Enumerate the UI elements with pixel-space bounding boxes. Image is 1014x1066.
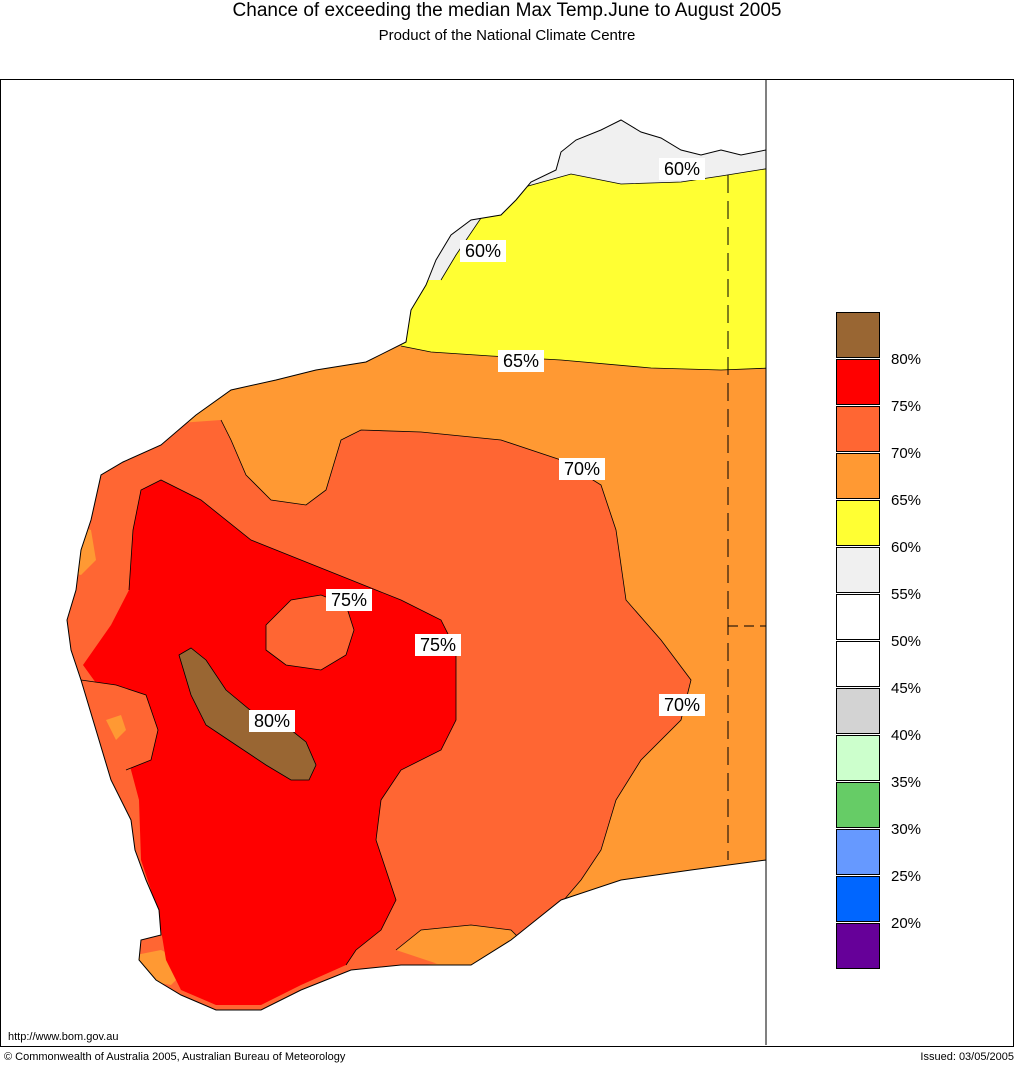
legend-swatch xyxy=(836,406,880,452)
legend-label: 75% xyxy=(891,398,922,415)
contour-label-group: 60% 60% 65% 70% 70% 75% 75% 80% xyxy=(249,158,705,732)
legend-swatch xyxy=(836,594,880,640)
copyright-notice: © Commonwealth of Australia 2005, Austra… xyxy=(4,1051,346,1063)
issued-date: Issued: 03/05/2005 xyxy=(920,1051,1014,1063)
band-70-75-island xyxy=(266,595,354,670)
contour-label-60-north: 60% xyxy=(659,158,705,180)
legend-swatch xyxy=(836,312,880,358)
legend-label: 25% xyxy=(891,868,922,885)
legend-swatch xyxy=(836,782,880,828)
legend-label: 60% xyxy=(891,539,922,556)
legend-swatch xyxy=(836,735,880,781)
legend-swatch xyxy=(836,876,880,922)
contour-label-text: 65% xyxy=(503,351,539,371)
contour-label-60-west: 60% xyxy=(460,240,506,262)
contour-label-70-north: 70% xyxy=(559,458,605,480)
contour-label-80: 80% xyxy=(249,710,295,732)
legend-swatch xyxy=(836,500,880,546)
band-60-65-north xyxy=(401,168,766,370)
legend-label: 55% xyxy=(891,586,922,603)
contour-label-text: 75% xyxy=(331,590,367,610)
contour-label-text: 60% xyxy=(664,159,700,179)
legend-swatch xyxy=(836,829,880,875)
map-title: Chance of exceeding the median Max Temp.… xyxy=(232,0,782,21)
legend-swatch xyxy=(836,688,880,734)
legend-swatch xyxy=(836,453,880,499)
legend-label: 20% xyxy=(891,915,922,932)
contour-label-text: 75% xyxy=(420,635,456,655)
contour-label-75-island: 75% xyxy=(326,589,372,611)
legend-label: 70% xyxy=(891,445,922,462)
legend-swatch xyxy=(836,923,880,969)
contour-label-text: 70% xyxy=(664,695,700,715)
legend-label: 35% xyxy=(891,774,922,791)
legend-label: 30% xyxy=(891,821,922,838)
contour-label-65: 65% xyxy=(498,350,544,372)
legend-label: 45% xyxy=(891,680,922,697)
contour-label-text: 80% xyxy=(254,711,290,731)
contour-label-text: 70% xyxy=(564,459,600,479)
wa-temperature-map: 60% 60% 65% 70% 70% 75% 75% 80% xyxy=(66,80,767,1045)
band-65-70-west-spot xyxy=(106,715,126,740)
legend-swatch xyxy=(836,547,880,593)
legend-label: 65% xyxy=(891,492,922,509)
legend-label: 80% xyxy=(891,351,922,368)
legend-swatch xyxy=(836,359,880,405)
band-80-plus xyxy=(179,648,316,780)
contour-label-75-east: 75% xyxy=(415,634,461,656)
contour-label-text: 60% xyxy=(465,241,501,261)
legend-label: 50% xyxy=(891,633,922,650)
legend-label: 40% xyxy=(891,727,922,744)
legend-swatch xyxy=(836,641,880,687)
bom-url-link[interactable]: http://www.bom.gov.au xyxy=(8,1031,119,1043)
map-subtitle: Product of the National Climate Centre xyxy=(378,27,636,44)
contour-label-70-east: 70% xyxy=(659,694,705,716)
contour-bands xyxy=(67,92,766,1010)
